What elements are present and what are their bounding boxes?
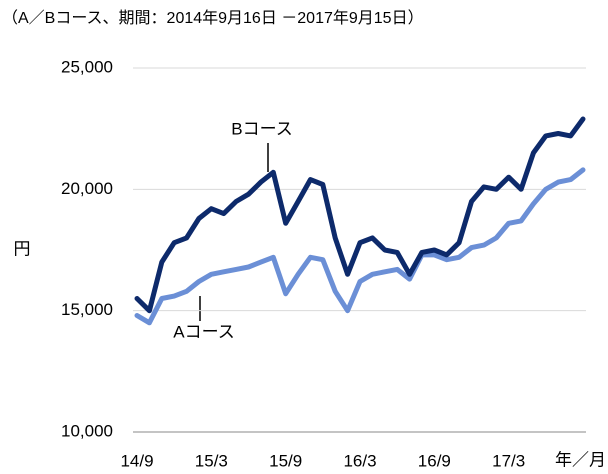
x-tick-label: 17/3 xyxy=(492,451,525,470)
y-tick-label: 10,000 xyxy=(61,421,113,440)
annotation: Aコース xyxy=(173,322,235,341)
x-tick-label: 16/9 xyxy=(418,451,451,470)
series-line xyxy=(134,167,586,326)
annotation: Bコース xyxy=(231,119,293,138)
x-tick-label: 14/9 xyxy=(120,451,153,470)
y-axis-label: 円 xyxy=(14,239,31,258)
chart-title: （A／Bコース、期間：2014年9月16日 －2017年9月15日） xyxy=(2,9,424,27)
x-axis-label: 年／月 xyxy=(555,450,606,469)
x-tick-label: 16/3 xyxy=(343,451,376,470)
y-tick-label: 15,000 xyxy=(61,300,113,319)
x-tick-label: 15/3 xyxy=(195,451,228,470)
x-tick-label: 15/9 xyxy=(269,451,302,470)
y-tick-label: 20,000 xyxy=(61,179,113,198)
y-tick-label: 25,000 xyxy=(61,57,113,76)
series-line xyxy=(134,116,586,314)
